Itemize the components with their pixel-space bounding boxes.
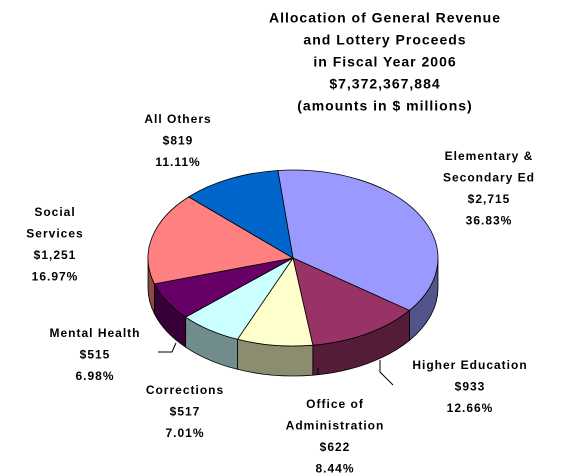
slice-label: Mental Health	[49, 326, 140, 340]
slice-label: Corrections	[146, 383, 224, 397]
chart-title: Allocation of General Revenue	[269, 10, 501, 26]
value-label: $1,251	[34, 248, 77, 262]
percent-label: 11.11%	[155, 155, 200, 169]
chart-title: $7,372,367,884	[329, 76, 440, 92]
percent-label: 8.44%	[315, 462, 354, 475]
leader-line	[379, 360, 394, 386]
slice-label: Secondary Ed	[443, 171, 535, 185]
percent-label: 12.66%	[447, 401, 494, 415]
value-label: $2,715	[468, 192, 511, 206]
chart-title: and Lottery Proceeds	[303, 32, 466, 48]
percent-label: 36.83%	[466, 214, 513, 228]
slice	[147, 196, 295, 285]
slice-label: Administration	[286, 419, 385, 433]
value-label: $622	[320, 440, 351, 454]
slice-label: Social	[34, 205, 75, 219]
slice	[292, 257, 411, 346]
chart-title: in Fiscal Year 2006	[313, 54, 456, 70]
slice-label: Elementary &	[445, 149, 534, 163]
slice-label: All Others	[144, 112, 211, 126]
slice	[187, 170, 294, 259]
slice-label: Office of	[306, 397, 364, 411]
percent-label: 16.97%	[32, 270, 79, 284]
leader-lines	[158, 342, 394, 386]
pie-sides	[147, 257, 439, 377]
percent-label: 6.98%	[75, 369, 114, 383]
chart-title: (amounts in $ millions)	[297, 98, 472, 114]
value-label: $933	[455, 380, 486, 394]
slice-label: Higher Education	[412, 358, 527, 372]
value-label: $517	[170, 405, 201, 419]
slice-label: Services	[26, 227, 83, 241]
pie-tops	[147, 169, 439, 347]
percent-label: 7.01%	[165, 426, 204, 440]
value-label: $819	[163, 134, 194, 148]
leader-line	[158, 342, 177, 353]
value-label: $515	[80, 348, 111, 362]
slice	[277, 169, 439, 311]
